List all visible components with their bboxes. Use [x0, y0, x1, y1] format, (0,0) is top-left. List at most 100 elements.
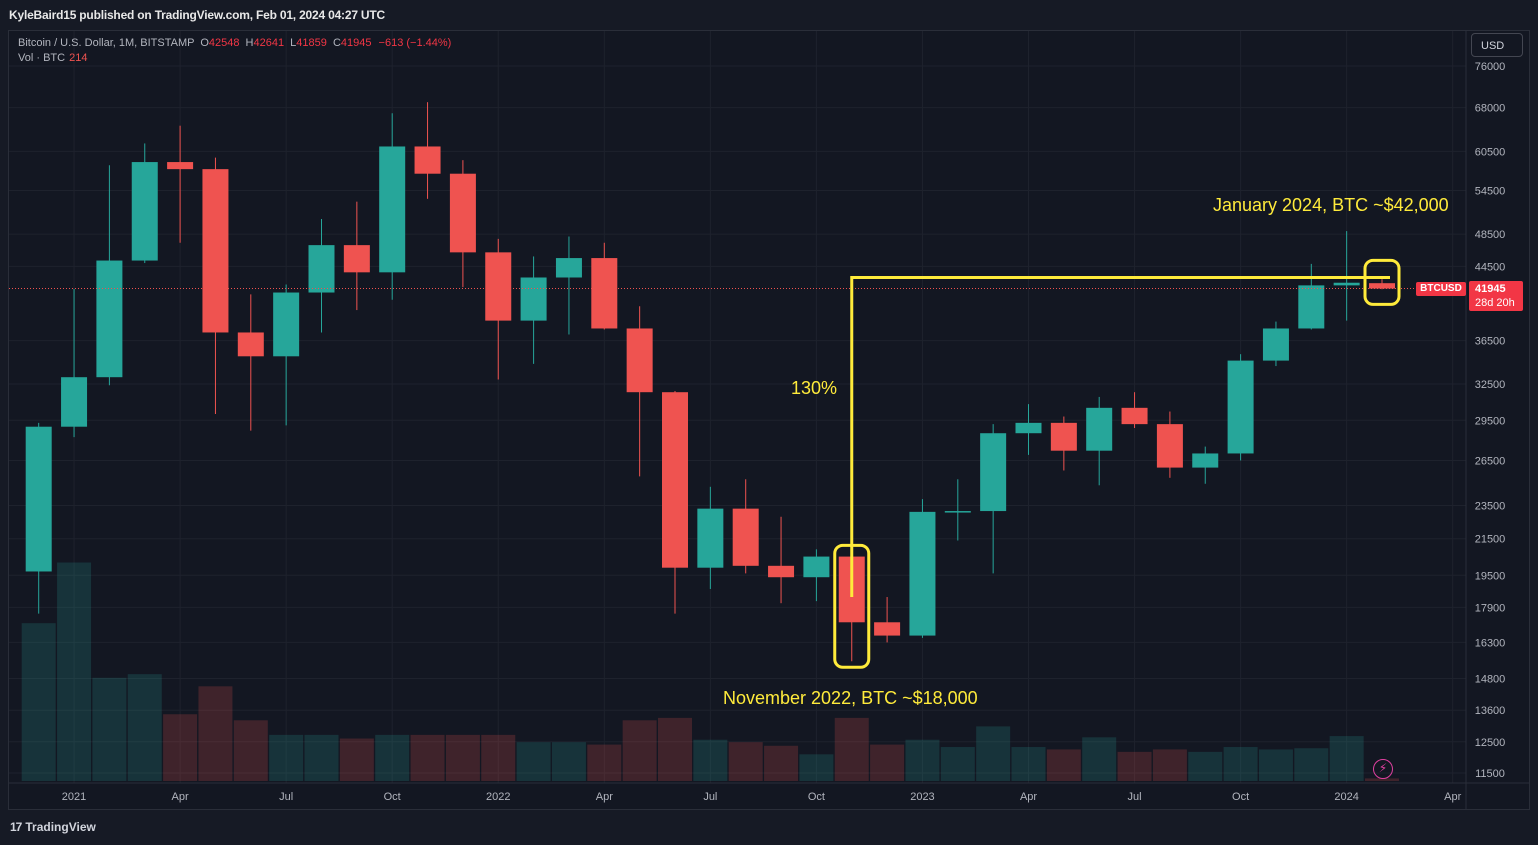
x-tick-label: Oct [384, 791, 401, 803]
x-tick-label: Jul [703, 791, 717, 803]
candle[interactable] [803, 549, 830, 602]
candle[interactable] [25, 422, 52, 614]
candle-body [944, 511, 971, 513]
x-tick-label: Apr [1444, 791, 1461, 803]
y-tick-label: 11500 [1475, 768, 1505, 780]
volume-bar [21, 623, 56, 781]
candle-body [167, 162, 194, 170]
y-tick-label: 13600 [1475, 705, 1506, 717]
y-tick-label: 21500 [1475, 534, 1506, 546]
candle[interactable] [1369, 279, 1395, 290]
volume-bar [1294, 748, 1329, 781]
legend-symbol: Bitcoin / U.S. Dollar, 1M, BITSTAMP [18, 37, 195, 49]
candle[interactable] [237, 294, 264, 431]
tradingview-brand: TradingView [25, 820, 96, 834]
candle-body [591, 258, 618, 329]
candle[interactable] [520, 256, 547, 364]
candle-body [662, 392, 688, 568]
candle-body [1121, 407, 1148, 425]
candle[interactable] [379, 113, 406, 300]
volume-bar [1117, 751, 1152, 781]
candle[interactable] [944, 479, 971, 541]
volume-bar [1223, 747, 1258, 781]
candle[interactable] [1086, 396, 1113, 486]
candle[interactable] [485, 238, 512, 380]
candle-body [61, 377, 88, 427]
candle[interactable] [1192, 446, 1219, 484]
x-tick-label: 2023 [910, 791, 934, 803]
candle-body [485, 252, 512, 321]
x-tick-label: Jul [1128, 791, 1142, 803]
candle[interactable] [874, 597, 901, 643]
candle[interactable] [1156, 411, 1183, 478]
legend-volume-value: 214 [69, 52, 88, 64]
candle-body [25, 426, 52, 572]
candle-body [237, 332, 264, 357]
candle-body [308, 245, 335, 293]
tradingview-logo[interactable]: 17 TradingView [10, 820, 96, 834]
bar-countdown: 28d 20h [1475, 297, 1515, 309]
candle-body [449, 173, 476, 253]
candle[interactable] [414, 102, 441, 199]
volume-bar [163, 714, 198, 781]
candle-body [202, 169, 229, 333]
candle[interactable] [1050, 416, 1077, 471]
candle-body [379, 146, 406, 273]
volume-bar [976, 726, 1011, 781]
candle-body [1227, 360, 1254, 454]
candle[interactable] [167, 125, 194, 243]
candle[interactable] [591, 242, 618, 330]
candle[interactable] [449, 160, 476, 288]
y-tick-label: 48500 [1475, 229, 1506, 241]
candle[interactable] [273, 284, 300, 426]
published-by: KyleBaird15 published on TradingView.com… [9, 8, 385, 22]
currency-button[interactable]: USD [1471, 33, 1523, 57]
y-tick-label: 54500 [1475, 185, 1506, 197]
candle[interactable] [697, 486, 724, 589]
tradingview-mark-icon: 17 [10, 820, 22, 834]
candle[interactable] [555, 236, 582, 335]
candle[interactable] [343, 201, 370, 311]
candle[interactable] [1333, 231, 1360, 321]
candle[interactable] [1298, 263, 1325, 330]
candle[interactable] [61, 288, 88, 438]
volume-bar [445, 734, 480, 781]
last-price: 41945 [1475, 283, 1506, 295]
y-tick-label: 14800 [1475, 674, 1506, 686]
candle[interactable] [732, 479, 759, 574]
volume-bar [764, 745, 799, 781]
candle[interactable] [909, 499, 936, 638]
x-tick-label: Apr [1020, 791, 1037, 803]
candle[interactable] [131, 143, 158, 264]
candle[interactable] [1121, 392, 1148, 428]
candle[interactable] [768, 516, 795, 604]
candle[interactable] [96, 165, 123, 386]
candle[interactable] [980, 424, 1007, 574]
volume-bar [57, 562, 92, 781]
x-tick-label: Oct [808, 791, 825, 803]
candle[interactable] [662, 391, 688, 614]
y-tick-label: 12500 [1475, 737, 1506, 749]
volume-bar [481, 734, 516, 781]
x-tick-label: 2024 [1334, 791, 1358, 803]
candle[interactable] [1262, 321, 1289, 367]
x-tick-label: 2022 [486, 791, 510, 803]
candle[interactable] [202, 157, 229, 415]
rise-measure-line [850, 275, 1390, 598]
candle-body [1369, 283, 1395, 289]
candle-body [96, 260, 123, 378]
candle-body [1333, 282, 1360, 286]
x-tick-label: Apr [172, 791, 189, 803]
candle[interactable] [1015, 404, 1042, 455]
candle[interactable] [626, 306, 653, 477]
candle[interactable] [1227, 354, 1254, 461]
candle-body [909, 511, 936, 636]
highlight-jan-2024 [1363, 258, 1401, 306]
candle-body [555, 258, 582, 278]
candle[interactable] [308, 219, 335, 333]
lightning-icon[interactable]: ⚡ [1373, 759, 1393, 779]
candle-body [803, 556, 830, 578]
y-tick-label: 16300 [1475, 637, 1506, 649]
y-tick-label: 29500 [1475, 415, 1506, 427]
